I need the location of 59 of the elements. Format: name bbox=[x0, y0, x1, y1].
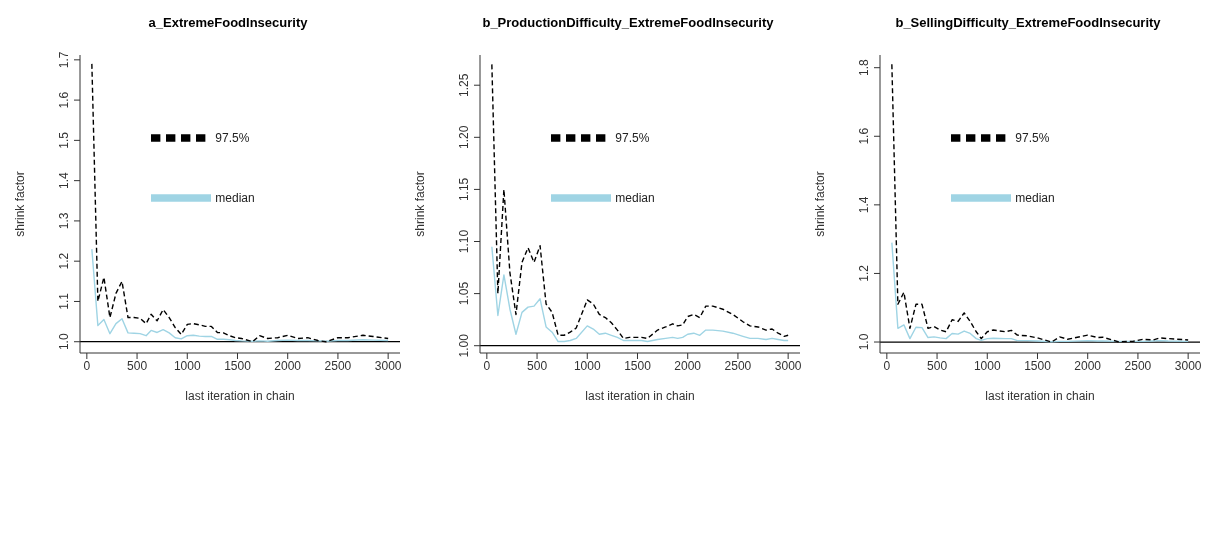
x-tick-label: 2500 bbox=[1124, 358, 1152, 373]
y-tick-label: 1.15 bbox=[457, 177, 471, 202]
x-axis-title: last iteration in chain bbox=[185, 389, 295, 403]
x-tick-label: 1500 bbox=[1024, 358, 1052, 373]
chart-title: a_ExtremeFoodInsecurity bbox=[147, 14, 309, 32]
x-tick-label: 0 bbox=[883, 358, 891, 373]
x-tick-label: 2000 bbox=[674, 358, 702, 373]
x-tick-label: 1000 bbox=[573, 358, 601, 373]
y-tick-label: 1.0 bbox=[857, 333, 871, 351]
y-axis-title: shrink factor bbox=[813, 171, 828, 237]
legend-label: median bbox=[615, 190, 655, 205]
x-tick-label: 2500 bbox=[724, 358, 752, 373]
legend-label: 97.5% bbox=[1015, 130, 1050, 145]
chart-title: b_SellingDifficulty_ExtremeFoodInsecurity bbox=[894, 14, 1162, 32]
x-tick-label: 1000 bbox=[973, 358, 1001, 373]
x-tick-label: 1000 bbox=[173, 358, 201, 373]
x-tick-label: 1500 bbox=[624, 358, 652, 373]
chart-title: b_ProductionDifficulty_ExtremeFoodInsecurity bbox=[481, 14, 775, 32]
y-axis-title: shrink factor bbox=[13, 171, 28, 237]
y-tick-label: 1.0 bbox=[57, 333, 71, 351]
x-tick-label: 2000 bbox=[274, 358, 302, 373]
y-tick-label: 1.6 bbox=[57, 91, 71, 109]
x-tick-label: 1500 bbox=[224, 358, 252, 373]
y-tick-label: 1.2 bbox=[857, 264, 871, 282]
x-tick-label: 2500 bbox=[324, 358, 352, 373]
y-tick-label: 1.1 bbox=[57, 292, 71, 310]
x-axis-title: last iteration in chain bbox=[585, 389, 695, 403]
y-tick-label: 1.6 bbox=[857, 127, 871, 145]
y-tick-label: 1.00 bbox=[457, 333, 471, 358]
line-series bbox=[891, 241, 1189, 343]
x-tick-label: 2000 bbox=[1074, 358, 1102, 373]
line-series bbox=[91, 248, 389, 343]
y-tick-label: 1.8 bbox=[857, 59, 871, 77]
y-tick-label: 1.5 bbox=[57, 131, 71, 149]
y-tick-label: 1.3 bbox=[57, 212, 71, 230]
x-tick-label: 3000 bbox=[774, 358, 802, 373]
x-tick-label: 0 bbox=[83, 358, 91, 373]
line-series bbox=[491, 246, 789, 343]
x-axis-title: last iteration in chain bbox=[985, 389, 1095, 403]
y-tick-label: 1.2 bbox=[57, 252, 71, 270]
legend-label: median bbox=[1015, 190, 1055, 205]
legend-label: median bbox=[215, 190, 255, 205]
y-tick-label: 1.25 bbox=[457, 73, 471, 97]
legend-label: 97.5% bbox=[215, 130, 250, 145]
x-tick-label: 500 bbox=[927, 358, 948, 373]
y-tick-label: 1.20 bbox=[457, 125, 471, 149]
y-tick-label: 1.7 bbox=[57, 51, 71, 69]
x-tick-label: 500 bbox=[127, 358, 148, 373]
y-tick-label: 1.05 bbox=[457, 281, 471, 306]
y-tick-label: 1.10 bbox=[457, 229, 471, 254]
legend-label: 97.5% bbox=[615, 130, 650, 145]
x-tick-label: 3000 bbox=[1174, 358, 1202, 373]
x-tick-label: 500 bbox=[527, 358, 548, 373]
y-tick-label: 1.4 bbox=[57, 171, 71, 189]
x-tick-label: 3000 bbox=[374, 358, 402, 373]
y-tick-label: 1.4 bbox=[857, 196, 871, 214]
line-series bbox=[491, 63, 789, 340]
y-axis-title: shrink factor bbox=[413, 171, 428, 237]
x-tick-label: 0 bbox=[483, 358, 491, 373]
